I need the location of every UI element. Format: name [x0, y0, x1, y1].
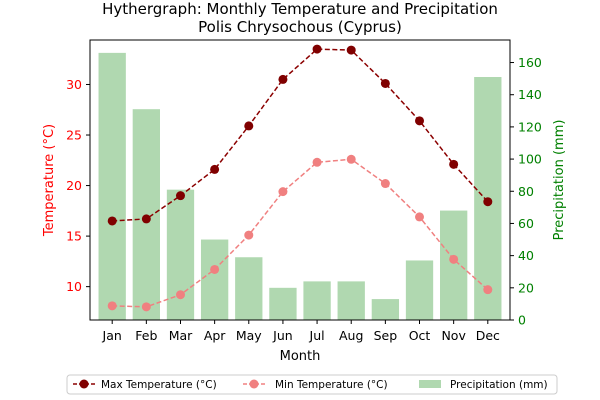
- precipitation-bar-jan: [98, 52, 126, 320]
- max-temperature-point-jun: [278, 74, 288, 84]
- max-temperature-point-jul: [312, 44, 322, 54]
- right-precipitation-axis: 0 20 40 60 80 100 120 140 160: [510, 55, 542, 328]
- min-temperature-point-nov: [449, 254, 459, 264]
- max-temperature-point-jan: [107, 216, 117, 226]
- min-temperature-line: [112, 158, 489, 308]
- right-tick-label-60: 60: [518, 216, 534, 231]
- precipitation-bar-oct: [405, 260, 434, 320]
- legend-label-precipitation: Precipitation (mm): [450, 379, 548, 391]
- month-axis: Jan Feb Mar Apr May Jun Jul Aug Sep Oct Nov Dec: [102, 320, 500, 343]
- max-temperature-point-mar: [175, 191, 185, 201]
- right-tick-label-40: 40: [518, 248, 534, 263]
- precipitation-bar-apr: [200, 239, 229, 320]
- precipitation-bar-aug: [337, 281, 365, 320]
- right-tick-label-100: 100: [518, 152, 542, 167]
- precipitation-bar-mar: [166, 189, 195, 320]
- min-temperature-point-jun: [278, 187, 288, 197]
- right-tick-label-120: 120: [518, 119, 542, 134]
- min-temperature-point-mar: [175, 290, 185, 300]
- right-tick-label-80: 80: [518, 184, 534, 199]
- max-temperature-point-oct: [415, 116, 425, 126]
- max-temperature-point-sep: [380, 78, 390, 88]
- left-tick-label-15: 15: [66, 229, 82, 244]
- min-temperature-point-jul: [312, 157, 322, 167]
- max-temperature-point-feb: [141, 214, 151, 224]
- left-tick-label-20: 20: [66, 178, 82, 193]
- precipitation-bars: [98, 52, 502, 320]
- x-tick-label-feb: Feb: [135, 328, 157, 343]
- min-temperature-point-apr: [210, 264, 220, 274]
- min-temperature-point-feb: [141, 302, 151, 312]
- right-tick-label-0: 0: [518, 313, 526, 328]
- legend-item-precipitation: Precipitation (mm): [419, 379, 548, 391]
- left-temperature-axis: 10 15 20 25 30: [66, 77, 90, 294]
- legend-label-max-temperature: Max Temperature (°C): [101, 379, 217, 391]
- min-temperature-point-sep: [380, 179, 390, 189]
- plot-area-frame: [89, 39, 511, 321]
- min-temperature-point-aug: [346, 154, 356, 164]
- right-tick-label-20: 20: [518, 280, 534, 295]
- legend-marker-min-temperature: [249, 379, 259, 389]
- x-tick-label-aug: Aug: [339, 328, 363, 343]
- precipitation-bar-may: [235, 257, 263, 320]
- chart-subtitle: Polis Chrysochous (Cyprus): [198, 18, 402, 36]
- precipitation-bar-jul: [303, 281, 331, 320]
- max-temperature-point-apr: [210, 164, 220, 174]
- chart-title: Hythergraph: Monthly Temperature and Pre…: [102, 0, 498, 18]
- right-y-axis-label: Precipitation (mm): [552, 120, 567, 241]
- max-temperature-point-nov: [449, 159, 459, 169]
- legend-label-min-temperature: Min Temperature (°C): [275, 379, 388, 391]
- min-temperature-point-oct: [415, 212, 425, 222]
- min-temperature-point-may: [244, 230, 254, 240]
- left-tick-label-10: 10: [66, 279, 82, 294]
- max-temperature-series: [107, 44, 493, 226]
- x-tick-label-dec: Dec: [476, 328, 500, 343]
- max-temperature-point-dec: [483, 197, 493, 207]
- legend-marker-max-temperature: [79, 379, 89, 389]
- x-tick-label-jul: Jul: [309, 328, 325, 343]
- x-tick-label-jun: Jun: [272, 328, 293, 343]
- min-temperature-point-jan: [107, 301, 117, 311]
- right-tick-label-160: 160: [518, 55, 542, 70]
- min-temperature-point-dec: [483, 285, 493, 295]
- precipitation-bar-nov: [440, 210, 468, 320]
- x-tick-label-nov: Nov: [441, 328, 466, 343]
- x-tick-label-oct: Oct: [409, 328, 431, 343]
- chart-legend: Max Temperature (°C) Min Temperature (°C…: [66, 374, 558, 395]
- min-temperature-series: [107, 154, 493, 312]
- right-tick-label-140: 140: [518, 87, 542, 102]
- precipitation-bar-sep: [371, 299, 400, 320]
- legend-item-min-temperature: Min Temperature (°C): [243, 379, 388, 391]
- legend-item-max-temperature: Max Temperature (°C): [73, 379, 217, 391]
- left-y-axis-label: Temperature (°C): [42, 124, 57, 237]
- x-tick-label-sep: Sep: [374, 328, 398, 343]
- x-tick-label-may: May: [236, 328, 262, 343]
- x-tick-label-mar: Mar: [169, 328, 193, 343]
- x-tick-label-apr: Apr: [204, 328, 226, 343]
- left-tick-label-25: 25: [66, 128, 82, 143]
- max-temperature-point-may: [244, 121, 254, 131]
- precipitation-bar-jun: [269, 287, 297, 320]
- left-tick-label-30: 30: [66, 77, 82, 92]
- max-temperature-line: [112, 48, 489, 222]
- legend-frame: [66, 374, 558, 395]
- legend-swatch-precipitation: [419, 380, 441, 388]
- max-temperature-point-aug: [346, 45, 356, 55]
- x-tick-label-jan: Jan: [102, 328, 122, 343]
- x-axis-label: Month: [280, 349, 321, 364]
